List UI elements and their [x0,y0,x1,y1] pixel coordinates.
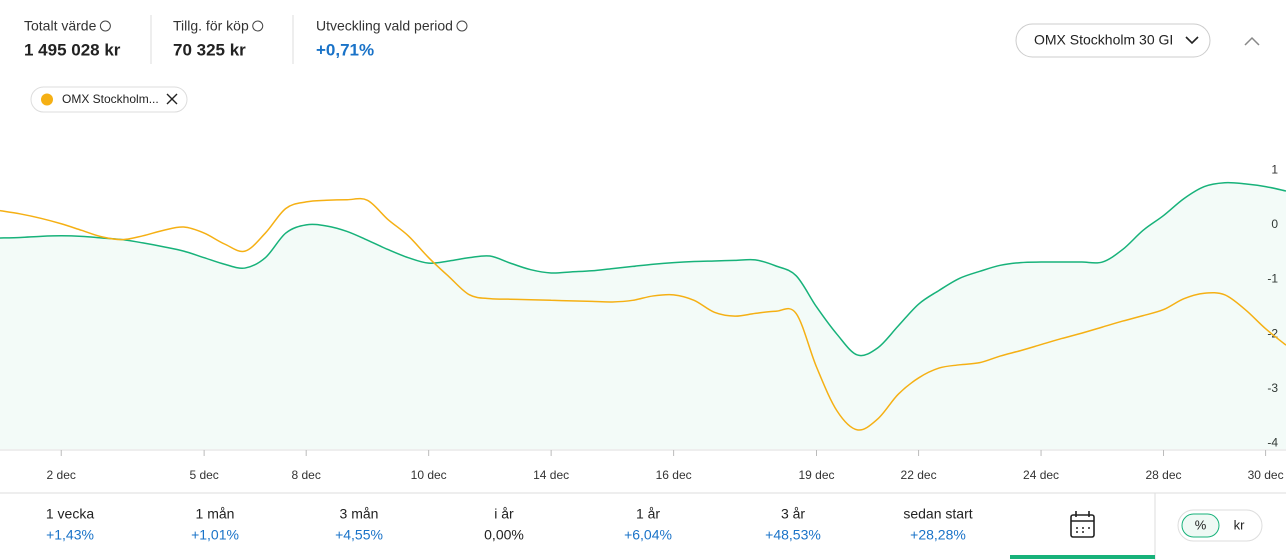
line [0,181,1286,357]
chevron-down [1185,36,1199,45]
x-tick-label: 14 dec [533,468,569,482]
period-label[interactable]: 3 år [781,506,805,522]
x-tick-label: 24 dec [1023,468,1059,482]
toggle-option[interactable]: kr [1234,517,1246,532]
x-tick-label: 5 dec [189,468,218,482]
x-tick-label: 16 dec [656,468,692,482]
x-tick-label: 19 dec [798,468,834,482]
header: OMX Stockholm 30 GI OMX Stockholm... Tot… [24,15,1260,113]
chip-close[interactable] [166,93,178,105]
x-tick-label: 8 dec [292,468,321,482]
stat-label: Tillg. för köp [173,18,249,34]
y-tick-label: -1 [1267,272,1278,286]
stat-label: Totalt värde [24,18,97,34]
area [0,182,1286,450]
period-label[interactable]: 1 år [636,506,660,522]
x-tick-label: 28 dec [1146,468,1182,482]
x-tick-label: 22 dec [901,468,937,482]
stat-label: Utveckling vald period [316,18,453,34]
collapse-button[interactable] [1244,36,1260,46]
period-label[interactable]: 1 mån [196,506,235,522]
period-value: +1,01% [191,527,239,543]
dropdown-label: OMX Stockholm 30 GI [1034,32,1173,48]
y-tick-label: 0 [1271,217,1278,231]
period-value: +6,04% [624,527,672,543]
period-label[interactable]: 1 vecka [46,506,94,522]
stat-value: 1 495 028 kr [24,40,121,59]
period-value: +4,55% [335,527,383,543]
stat-value: 70 325 kr [173,40,246,59]
period-label[interactable]: sedan start [903,506,972,522]
dropdown[interactable] [1015,23,1211,58]
period-value: 0,00% [484,527,524,543]
period-bar: 1 vecka +1,43% 1 mån +1,01% 3 mån +4,55% i år 0… [0,492,1286,560]
y-tick-label: -3 [1267,381,1278,395]
chip-dot [41,93,53,106]
x-tick-label: 30 dec [1248,468,1284,482]
y-tick-label: 1 [1271,162,1278,176]
chart: 1 0 -1 -2 -3 -4 2 dec 5 dec 8 dec 10 dec 14 dec 16 … [0,162,1286,482]
info-icon [456,20,468,32]
line [0,197,1286,431]
x-tick-label: 10 dec [411,468,447,482]
info-icon [99,20,111,32]
chip-label: OMX Stockholm... [62,92,159,106]
period-label[interactable]: i år [494,506,514,522]
legend-chip[interactable] [30,86,188,113]
toggle-option[interactable]: % [1195,517,1207,532]
toggle-option-selected[interactable] [1181,513,1220,538]
y-tick-label: -2 [1267,326,1278,340]
period-value: +48,53% [765,527,821,543]
period-value: +1,43% [46,527,94,543]
period-value: +28,28% [910,527,966,543]
period-label[interactable]: 3 mån [340,506,379,522]
calendar-icon[interactable] [1070,511,1095,538]
x-tick-label: 2 dec [47,468,76,482]
active-indicator [1010,555,1155,559]
info-icon [252,20,264,32]
stat-value: +0,71% [316,40,374,59]
y-tick-label: -4 [1267,436,1278,450]
